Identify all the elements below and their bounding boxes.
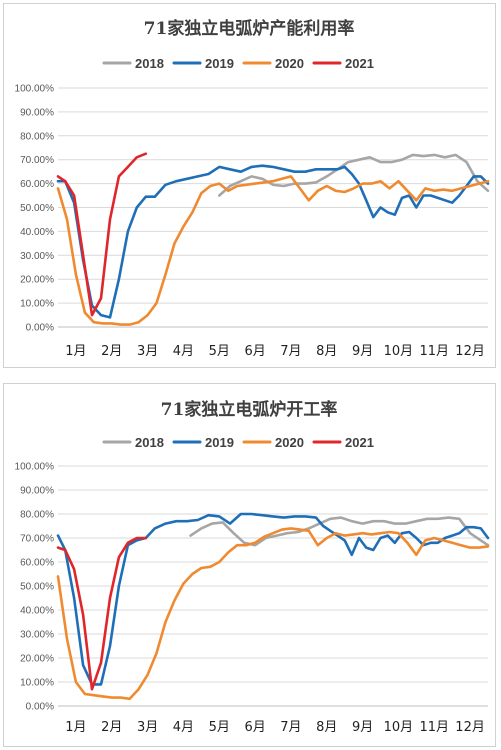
y-tick-label: 80.00% xyxy=(20,131,54,142)
legend-label-2020: 2020 xyxy=(275,435,304,450)
y-tick-label: 20.00% xyxy=(20,654,54,665)
series-line-2020 xyxy=(56,175,490,326)
y-tick-label: 60.00% xyxy=(20,558,54,569)
x-tick-label: 1月 xyxy=(65,344,86,359)
legend-label-2018: 2018 xyxy=(135,56,164,71)
y-tick-label: 80.00% xyxy=(20,510,54,521)
y-tick-label: 10.00% xyxy=(20,299,54,310)
capacity-utilization-chart: 71家独立电弧炉产能利用率 2018 2019 2020 2021 0.00% 10.0… xyxy=(15,18,490,359)
y-tick-label: 70.00% xyxy=(20,534,54,545)
y-tick-label: 50.00% xyxy=(20,203,54,214)
y-tick-label: 10.00% xyxy=(20,678,54,689)
x-tick-label: 3月 xyxy=(137,344,158,359)
x-tick-label: 9月 xyxy=(352,720,373,735)
x-tick-label: 10月 xyxy=(384,720,414,735)
series-line-2019 xyxy=(56,512,490,686)
series-lines xyxy=(56,512,490,701)
y-tick-label: 0.00% xyxy=(26,702,54,713)
y-tick-label: 90.00% xyxy=(20,107,54,118)
legend-label-2021: 2021 xyxy=(345,435,374,450)
x-tick-label: 8月 xyxy=(316,720,337,735)
x-tick-label: 2月 xyxy=(101,344,122,359)
gridlines xyxy=(58,465,488,707)
legend-label-2021: 2021 xyxy=(345,56,374,71)
legend-label-2018: 2018 xyxy=(135,435,164,450)
x-tick-label: 10月 xyxy=(384,344,414,359)
legend-label-2019: 2019 xyxy=(205,435,234,450)
chart-title: 71家独立电弧炉产能利用率 xyxy=(144,18,355,39)
y-tick-label: 20.00% xyxy=(20,275,54,286)
x-axis-ticks: 1月 2月 3月 4月 5月 6月 7月 8月 9月 10月 11月 12月 xyxy=(65,720,485,735)
legend-label-2019: 2019 xyxy=(205,56,234,71)
chart-legend: 2018 2019 2020 2021 xyxy=(102,435,374,450)
y-tick-label: 0.00% xyxy=(26,323,54,334)
y-tick-label: 70.00% xyxy=(20,155,54,166)
gridlines xyxy=(58,87,488,328)
x-tick-label: 1月 xyxy=(65,720,86,735)
x-tick-label: 2月 xyxy=(101,720,122,735)
x-tick-label: 5月 xyxy=(209,344,230,359)
x-tick-label: 9月 xyxy=(352,344,373,359)
x-tick-label: 12月 xyxy=(455,344,485,359)
y-tick-label: 40.00% xyxy=(20,227,54,238)
y-tick-label: 40.00% xyxy=(20,606,54,617)
series-line-2018 xyxy=(189,516,490,547)
y-tick-label: 30.00% xyxy=(20,630,54,641)
legend-label-2020: 2020 xyxy=(275,56,304,71)
x-tick-label: 5月 xyxy=(209,720,230,735)
series-line-2019 xyxy=(56,164,490,319)
y-tick-label: 90.00% xyxy=(20,486,54,497)
x-tick-label: 7月 xyxy=(280,344,301,359)
x-tick-label: 11月 xyxy=(419,344,449,359)
y-tick-label: 50.00% xyxy=(20,582,54,593)
y-axis-ticks: 0.00% 10.00% 20.00% 30.00% 40.00% 50.00% 60.00… xyxy=(15,84,55,334)
y-tick-label: 60.00% xyxy=(20,179,54,190)
x-tick-label: 3月 xyxy=(137,720,158,735)
series-line-2021 xyxy=(56,536,148,691)
x-tick-label: 11月 xyxy=(419,720,449,735)
x-tick-label: 6月 xyxy=(244,720,265,735)
chart-legend: 2018 2019 2020 2021 xyxy=(102,56,374,71)
x-axis-ticks: 1月 2月 3月 4月 5月 6月 7月 8月 9月 10月 11月 12月 xyxy=(65,344,485,359)
x-tick-label: 12月 xyxy=(455,720,485,735)
x-tick-label: 7月 xyxy=(280,720,301,735)
chart-title: 71家独立电弧炉开工率 xyxy=(161,399,338,420)
series-line-2020 xyxy=(56,527,490,701)
x-tick-label: 8月 xyxy=(316,344,337,359)
x-tick-label: 4月 xyxy=(173,720,194,735)
chart-panel-capacity-utilization: 71家独立电弧炉产能利用率 2018 2019 2020 2021 0.00% 10.0… xyxy=(3,3,496,368)
y-tick-label: 100.00% xyxy=(15,84,55,95)
x-tick-label: 6月 xyxy=(244,344,265,359)
series-line-2021 xyxy=(56,152,148,317)
x-tick-label: 4月 xyxy=(173,344,194,359)
y-tick-label: 30.00% xyxy=(20,251,54,262)
series-lines xyxy=(56,152,490,326)
y-axis-ticks: 0.00% 10.00% 20.00% 30.00% 40.00% 50.00% 60.00… xyxy=(15,462,55,713)
y-tick-label: 100.00% xyxy=(15,462,55,473)
chart-panel-operating-rate: 71家独立电弧炉开工率 2018 2019 2020 2021 0.00% 10.00%… xyxy=(3,383,496,747)
series-line-2018 xyxy=(218,153,490,197)
operating-rate-chart: 71家独立电弧炉开工率 2018 2019 2020 2021 0.00% 10.00%… xyxy=(15,399,490,735)
